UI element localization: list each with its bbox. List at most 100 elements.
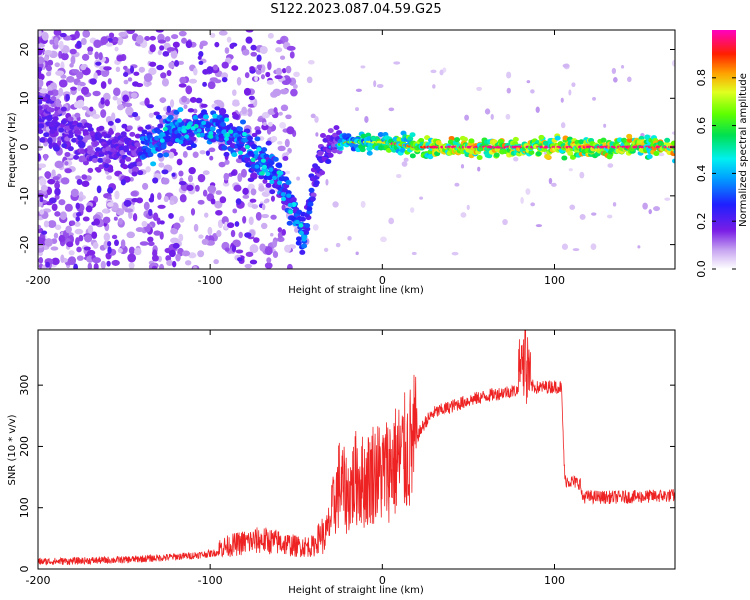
heatmap-cell: [119, 158, 126, 164]
heatmap-cell: [249, 198, 257, 203]
heatmap-cell: [230, 170, 236, 176]
heatmap-cell: [542, 140, 549, 146]
heatmap-cell: [137, 170, 144, 176]
heatmap-cell: [202, 114, 209, 120]
heatmap-cell: [551, 182, 557, 187]
heatmap-cell: [192, 265, 198, 269]
heatmap-cell: [268, 167, 274, 172]
heatmap-cell: [202, 68, 209, 75]
heatmap-cell: [131, 112, 139, 118]
heatmap-cell: [250, 188, 257, 196]
heatmap-cell: [53, 36, 59, 46]
heatmap-cell: [184, 134, 190, 139]
heatmap-cell: [197, 199, 205, 205]
heatmap-cell: [590, 243, 597, 251]
heatmap-cell: [125, 106, 134, 116]
heatmap-cell: [579, 171, 585, 179]
heatmap-cell: [561, 243, 569, 250]
heatmap-cell: [158, 134, 164, 139]
colorbar-tick-label: 0.8: [695, 69, 708, 87]
heatmap-cell: [241, 49, 250, 56]
heatmap-cell: [149, 44, 156, 53]
heatmap-cell: [47, 59, 54, 66]
heatmap-cell: [133, 71, 140, 76]
heatmap-cell: [214, 41, 220, 48]
heatmap-cell: [159, 45, 165, 51]
heatmap-cell: [152, 177, 159, 184]
heatmap-cell: [107, 120, 114, 126]
heatmap-cell: [215, 209, 223, 216]
heatmap-cell: [129, 65, 135, 74]
heatmap-cell: [224, 221, 229, 230]
heatmap-cell: [319, 170, 326, 176]
heatmap-cell: [58, 234, 66, 243]
heatmap-cell: [260, 74, 265, 80]
heatmap-cell: [223, 151, 230, 157]
heatmap-cell: [277, 236, 285, 243]
heatmap-cell: [115, 66, 121, 73]
heatmap-cell: [299, 249, 306, 255]
heatmap-cell: [147, 152, 154, 158]
heatmap-cell: [70, 86, 77, 91]
heatmap-cell: [204, 123, 211, 129]
heatmap-cell: [149, 35, 156, 41]
heatmap-cell: [177, 60, 185, 65]
heatmap-cell: [74, 228, 84, 235]
heatmap-cell: [182, 151, 188, 158]
heatmap-cell: [165, 255, 172, 262]
heatmap-cell: [258, 185, 265, 192]
heatmap-cell: [202, 189, 208, 197]
heatmap-cell: [129, 177, 134, 182]
heatmap-cell: [477, 166, 481, 172]
heatmap-cell: [250, 44, 257, 51]
heatmap-cell: [285, 151, 290, 156]
y-tick-label: 0: [18, 144, 31, 151]
heatmap-cell: [181, 128, 187, 134]
heatmap-cell: [611, 67, 617, 74]
heatmap-cell: [253, 237, 260, 243]
heatmap-cell: [38, 224, 42, 230]
heatmap-cell: [530, 89, 535, 94]
heatmap-cell: [296, 176, 301, 181]
heatmap-cell: [38, 105, 43, 111]
heatmap-cell: [137, 126, 144, 132]
heatmap-cell: [38, 142, 41, 147]
snr-frame: [37, 329, 676, 570]
heatmap-cell: [107, 37, 113, 42]
heatmap-cell: [290, 88, 298, 97]
heatmap-cell: [96, 133, 103, 139]
heatmap-cell: [73, 154, 80, 160]
heatmap-cell: [276, 39, 283, 45]
heatmap-cell: [409, 132, 416, 138]
heatmap-cell: [606, 154, 613, 160]
heatmap-cell: [620, 65, 625, 69]
heatmap-cell: [272, 250, 279, 258]
heatmap-cell: [76, 211, 82, 217]
heatmap-cell: [304, 223, 311, 229]
heatmap-cell: [279, 122, 287, 129]
heatmap-cell: [76, 246, 82, 253]
heatmap-cell: [360, 133, 367, 139]
heatmap-cell: [92, 241, 99, 249]
heatmap-cell: [135, 227, 144, 233]
heatmap-cell: [60, 177, 70, 185]
heatmap-cell: [65, 225, 72, 234]
heatmap-cell: [396, 174, 402, 179]
heatmap-cell: [147, 241, 155, 247]
heatmap-cell: [264, 246, 273, 256]
heatmap-cell: [179, 76, 187, 84]
colorbar-tick-label: 0.0: [695, 260, 708, 278]
heatmap-cell: [188, 252, 197, 259]
heatmap-cell: [568, 89, 572, 96]
heatmap-cell: [38, 123, 45, 129]
heatmap-cell: [196, 128, 202, 133]
heatmap-cell: [43, 132, 50, 138]
heatmap-cell: [53, 30, 62, 36]
heatmap-cell: [120, 179, 126, 186]
heatmap-cell: [164, 36, 171, 42]
heatmap-cell: [192, 114, 199, 120]
heatmap-cell: [244, 128, 251, 134]
spectrogram-heatmap: [38, 30, 675, 269]
heatmap-cell: [512, 136, 519, 142]
